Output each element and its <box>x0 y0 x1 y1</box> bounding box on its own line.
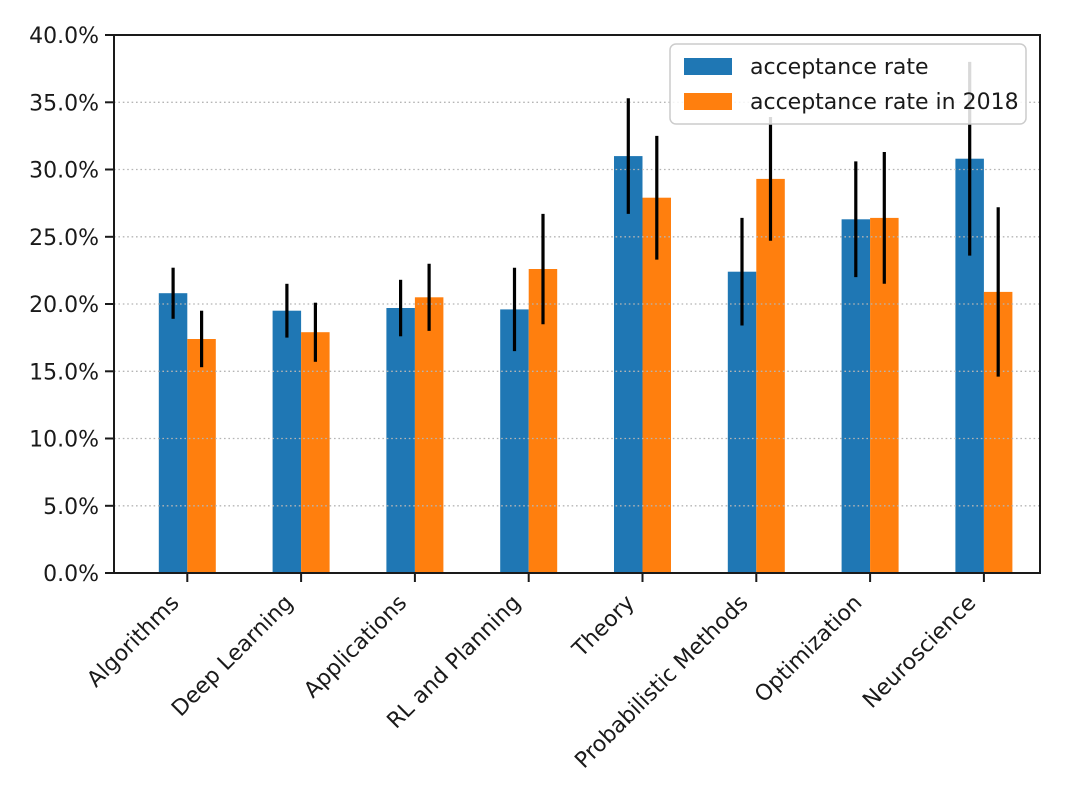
bars-layer <box>158 156 1013 574</box>
bar-acceptance-rate-2018 <box>414 297 444 573</box>
y-tick-label: 5.0% <box>43 495 99 520</box>
y-tick-label: 15.0% <box>29 360 99 385</box>
bar-acceptance-rate-2018 <box>756 178 785 573</box>
legend-swatch-acceptance-rate <box>684 58 732 75</box>
legend-box <box>669 43 1027 125</box>
gridlines-layer <box>114 101 1040 507</box>
bar-acceptance-rate <box>500 309 529 573</box>
bar-acceptance-rate <box>272 310 302 573</box>
y-tick-label: 20.0% <box>29 293 99 318</box>
legend-swatch-acceptance-rate-2018 <box>684 93 732 110</box>
bar-acceptance-rate-2018 <box>301 332 330 573</box>
bar-acceptance-rate <box>841 219 871 574</box>
bar-acceptance-rate-2018 <box>187 339 216 573</box>
bar-acceptance-rate <box>386 308 415 573</box>
y-tick-label: 35.0% <box>29 91 99 116</box>
y-tick-label: 25.0% <box>29 226 99 251</box>
legend: acceptance rate acceptance rate in 2018 <box>669 43 1027 125</box>
bar-acceptance-rate <box>158 293 188 573</box>
bar-acceptance-rate <box>614 156 643 573</box>
y-tick-label: 10.0% <box>29 428 99 453</box>
y-tick-label: 40.0% <box>29 24 99 49</box>
y-axis: 0.0% 5.0% 10.0% 15.0% 20.0% 25.0% 30.0% 35.0% 40… <box>29 24 114 587</box>
legend-label: acceptance rate in 2018 <box>750 90 1019 115</box>
legend-label: acceptance rate <box>750 55 929 80</box>
bar-acceptance-rate-2018 <box>642 197 671 573</box>
y-tick-label: 0.0% <box>43 562 99 587</box>
y-tick-label: 30.0% <box>29 159 99 184</box>
error-bars-layer <box>171 61 1000 377</box>
